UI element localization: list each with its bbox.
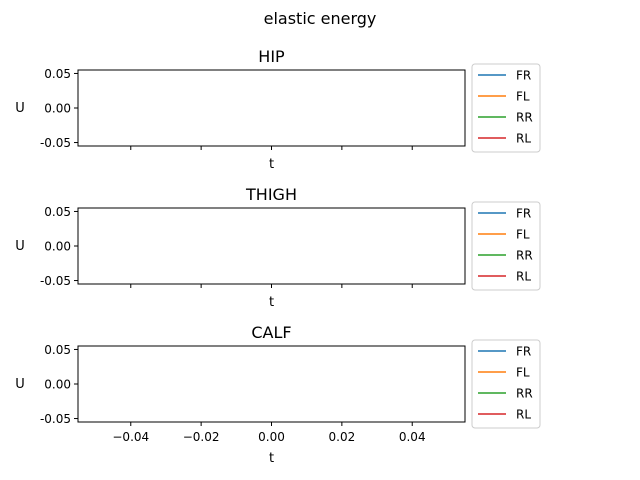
x-tick-label: 0.02 bbox=[329, 430, 356, 444]
x-axis-label: t bbox=[269, 295, 274, 310]
legend-frame bbox=[471, 63, 541, 153]
legend: FR FL RR RL bbox=[471, 201, 541, 291]
figure-suptitle: elastic energy bbox=[264, 9, 377, 28]
subplot-hip: HIP 0.05 0.00 -0.05 t U FR FL RR RL bbox=[15, 47, 541, 172]
y-tick-label: -0.05 bbox=[40, 136, 71, 150]
legend-label: RL bbox=[516, 408, 531, 422]
plot-area bbox=[77, 69, 466, 147]
y-tick-label: 0.05 bbox=[44, 343, 71, 357]
legend-label: FL bbox=[516, 90, 530, 104]
legend-frame bbox=[471, 201, 541, 291]
x-tick-label: 0.04 bbox=[399, 430, 426, 444]
legend-label: FR bbox=[516, 69, 531, 83]
y-tick-label: 0.05 bbox=[44, 67, 71, 81]
legend-label: FR bbox=[516, 345, 531, 359]
subplot-calf: CALF 0.05 0.00 -0.05 −0.04 −0.02 0.00 0.02 0.04 t… bbox=[15, 323, 541, 466]
legend-label: RR bbox=[516, 111, 533, 125]
legend: FR FL RR RL bbox=[471, 63, 541, 153]
subplot-title: CALF bbox=[251, 323, 291, 342]
subplot-title: HIP bbox=[258, 47, 285, 66]
plot-area bbox=[77, 345, 466, 423]
plot-area bbox=[77, 207, 466, 285]
x-axis-label: t bbox=[269, 451, 274, 466]
legend-label: FR bbox=[516, 207, 531, 221]
y-tick-label: -0.05 bbox=[40, 412, 71, 426]
legend-label: RR bbox=[516, 249, 533, 263]
legend-label: FL bbox=[516, 228, 530, 242]
x-tick-label: −0.04 bbox=[112, 430, 149, 444]
subplot-thigh: THIGH 0.05 0.00 -0.05 t U FR FL RR RL bbox=[15, 185, 541, 310]
legend-label: RR bbox=[516, 387, 533, 401]
y-tick-label: 0.00 bbox=[44, 378, 71, 392]
y-tick-label: 0.05 bbox=[44, 205, 71, 219]
legend: FR FL RR RL bbox=[471, 339, 541, 429]
subplots: HIP 0.05 0.00 -0.05 t U FR FL RR RL THIGH 0.05 0.00 -… bbox=[15, 47, 541, 466]
y-tick-label: 0.00 bbox=[44, 102, 71, 116]
y-axis-label: U bbox=[15, 377, 25, 392]
subplot-title: THIGH bbox=[245, 185, 297, 204]
y-axis-label: U bbox=[15, 101, 25, 116]
y-axis-label: U bbox=[15, 239, 25, 254]
legend-label: RL bbox=[516, 132, 531, 146]
legend-label: FL bbox=[516, 366, 530, 380]
legend-frame bbox=[471, 339, 541, 429]
x-axis-label: t bbox=[269, 157, 274, 172]
y-tick-label: 0.00 bbox=[44, 240, 71, 254]
y-tick-label: -0.05 bbox=[40, 274, 71, 288]
x-tick-label: −0.02 bbox=[183, 430, 220, 444]
x-tick-label: 0.00 bbox=[258, 430, 285, 444]
legend-label: RL bbox=[516, 270, 531, 284]
